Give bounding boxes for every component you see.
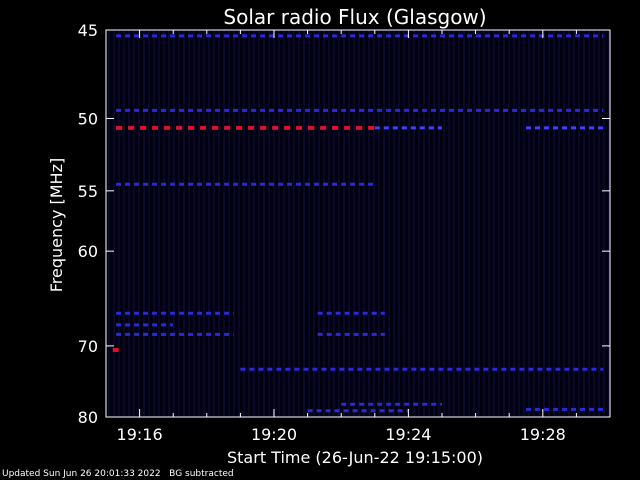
x-tick-label-3: 19:28 [520,425,566,444]
x-tick-label-1: 19:20 [251,425,297,444]
footer-updated: Updated Sun Jun 26 20:01:33 2022 [2,469,161,479]
footer-status: Updated Sun Jun 26 20:01:33 2022 BG subt… [2,469,234,479]
y-tick-label-60: 60 [78,242,98,261]
chart-title: Solar radio Flux (Glasgow) [223,5,486,29]
plot-frame [105,29,611,418]
y-tick-label-80: 80 [78,408,98,427]
y-tick-label-45: 45 [78,21,98,40]
x-tick-label-0: 19:16 [117,425,163,444]
x-tick-label-2: 19:24 [385,425,431,444]
background-noise-texture [108,30,610,417]
footer-note: BG subtracted [169,469,234,479]
x-axis-label: Start Time (26-Jun-22 19:15:00) [227,448,483,467]
y-tick-label-50: 50 [78,109,98,128]
y-axis-label: Frequency [MHz] [47,158,66,292]
y-tick-label-55: 55 [78,182,98,201]
y-tick-label-70: 70 [78,337,98,356]
